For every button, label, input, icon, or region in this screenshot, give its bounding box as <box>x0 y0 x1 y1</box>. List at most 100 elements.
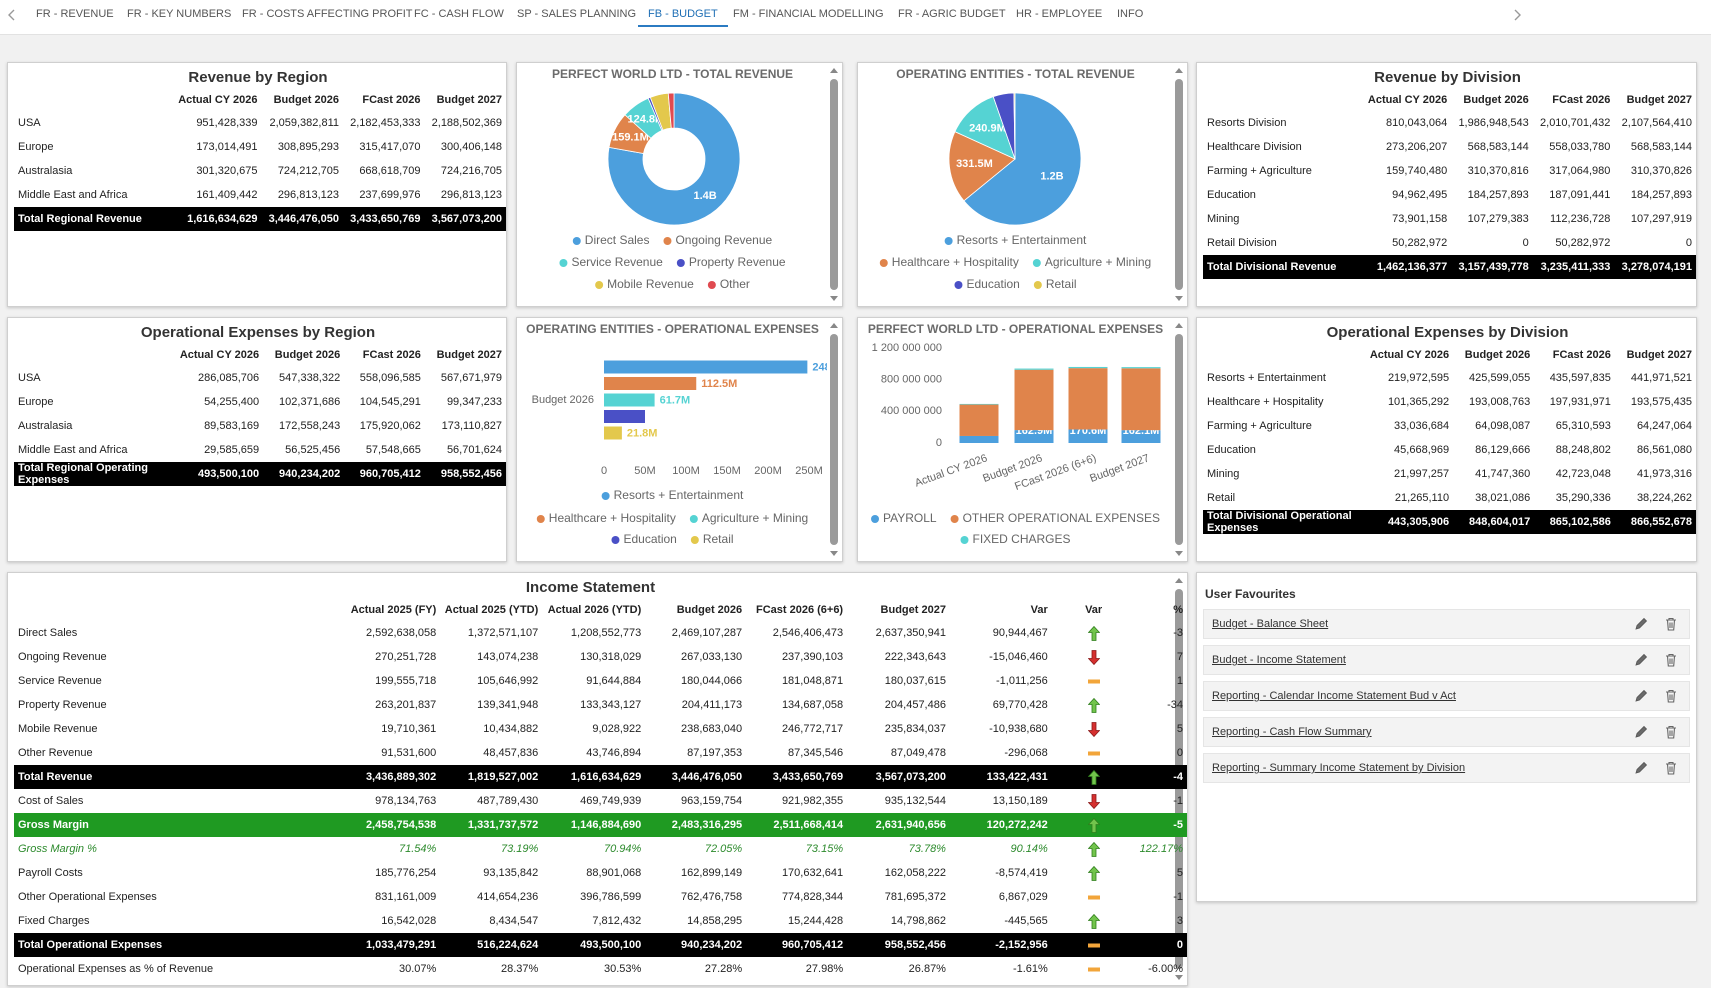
chart-title: OPERATING ENTITIES - TOTAL REVENUE <box>896 67 1134 81</box>
cell: Resorts Division <box>1207 117 1287 129</box>
pencil[interactable] <box>1635 725 1648 738</box>
tab[interactable]: FB - BUDGET <box>638 8 728 27</box>
cell: 724,212,705 <box>277 165 339 177</box>
favourite-link[interactable]: Reporting - Calendar Income Statement Bu… <box>1212 690 1456 702</box>
scroll-down[interactable] <box>1175 551 1183 556</box>
indicator-cell <box>1051 933 1136 957</box>
indicator-cell <box>1052 717 1136 741</box>
scroll-thumb[interactable] <box>1175 334 1183 545</box>
cell: 173,110,827 <box>441 420 502 432</box>
pencil[interactable] <box>1635 689 1648 702</box>
chart-title: PERFECT WORLD LTD - TOTAL REVENUE <box>552 67 793 81</box>
pencil[interactable] <box>1635 653 1648 666</box>
favourite-link[interactable]: Budget - Income Statement <box>1212 654 1346 666</box>
tab[interactable]: SP - SALES PLANNING <box>517 8 637 20</box>
tab[interactable]: FR - COSTS AFFECTING PROFIT <box>242 8 413 20</box>
indicator <box>1087 721 1101 737</box>
indicator <box>1087 967 1100 971</box>
indicator-cell <box>1052 621 1136 645</box>
edit-icon[interactable] <box>1633 688 1649 704</box>
scroll-thumb[interactable] <box>830 79 838 290</box>
scrollbar[interactable] <box>828 63 840 307</box>
legend-label: Healthcare + Hospitality <box>892 255 1019 269</box>
cell: 54,255,400 <box>204 396 260 408</box>
delete-icon[interactable] <box>1663 760 1679 776</box>
cell: 762,476,758 <box>680 891 743 903</box>
trash[interactable] <box>1666 761 1676 775</box>
indicator-cell <box>1052 909 1136 933</box>
trash[interactable] <box>1666 689 1676 703</box>
scrollbar[interactable] <box>1173 318 1185 562</box>
data-table: Actual CY 2026 Budget 2026 FCast 2026 Budge… <box>14 344 506 486</box>
tab[interactable]: FR - AGRIC BUDGET <box>898 8 1006 20</box>
cell: 1,033,479,291 <box>343 933 441 957</box>
scroll-up[interactable] <box>1175 578 1183 583</box>
delete-icon[interactable] <box>1663 688 1679 704</box>
delete-icon[interactable] <box>1663 724 1679 740</box>
cell: 93,135,842 <box>483 867 539 879</box>
tab[interactable]: FR - KEY NUMBERS <box>127 8 232 20</box>
slice-label: 331.5M <box>956 158 993 170</box>
trash[interactable] <box>1666 617 1676 631</box>
scroll-right[interactable] <box>1513 9 1521 21</box>
legend-marker <box>601 492 610 500</box>
trash[interactable] <box>1666 725 1676 739</box>
favourite-link[interactable]: Budget - Balance Sheet <box>1212 618 1329 630</box>
scroll-down[interactable] <box>830 296 838 301</box>
cell: 15,244,428 <box>788 915 844 927</box>
cell: 1,208,552,773 <box>570 627 642 639</box>
scroll-thumb[interactable] <box>1175 79 1183 290</box>
cell: Education <box>1207 189 1256 201</box>
pencil[interactable] <box>1635 761 1648 774</box>
tab[interactable]: FM - FINANCIAL MODELLING <box>733 8 884 20</box>
cell: Europe <box>18 141 54 153</box>
legend-marker <box>954 281 963 289</box>
indicator <box>1087 865 1101 881</box>
header-cell: FCast 2026 <box>362 349 421 361</box>
table-row: Education 45,668,969 86,129,666 88,248,802 8… <box>1203 438 1696 462</box>
favourites-panel: User Favourites Budget - Balance Sheet Bud… <box>1196 572 1697 902</box>
trash[interactable] <box>1666 653 1676 667</box>
scroll-down[interactable] <box>830 551 838 556</box>
favourite-link[interactable]: Reporting - Summary Income Statement by … <box>1212 762 1466 774</box>
legend-row: FIXED CHARGES <box>960 532 1071 546</box>
edit-icon[interactable] <box>1633 724 1649 740</box>
cell: 64,098,087 <box>1475 420 1531 432</box>
scroll-thumb[interactable] <box>830 334 838 545</box>
tab[interactable]: FR - REVENUE <box>36 8 114 20</box>
edit-icon[interactable] <box>1633 760 1649 776</box>
pencil[interactable] <box>1635 617 1648 630</box>
cell: 567,671,979 <box>440 372 502 384</box>
tab[interactable]: FC - CASH FLOW <box>414 8 504 20</box>
cell: 810,043,064 <box>1386 117 1448 129</box>
legend-marker <box>690 536 699 544</box>
cell: 9,028,922 <box>592 723 642 735</box>
scroll-up[interactable] <box>830 323 838 328</box>
tab[interactable]: HR - EMPLOYEE <box>1016 8 1103 20</box>
cell: -5 <box>1135 813 1187 837</box>
scrollbar[interactable] <box>1173 63 1185 307</box>
cell: 69,770,428 <box>992 699 1048 711</box>
scroll-up[interactable] <box>1175 68 1183 73</box>
legend-marker <box>871 515 880 523</box>
bar-segment <box>959 404 999 436</box>
delete-icon[interactable] <box>1663 652 1679 668</box>
edit-icon[interactable] <box>1633 652 1649 668</box>
scroll-up[interactable] <box>1175 323 1183 328</box>
favourite-link[interactable]: Reporting - Cash Flow Summary <box>1212 726 1372 738</box>
scrollbar[interactable] <box>828 318 840 562</box>
scroll-left[interactable] <box>8 9 16 21</box>
delete-icon[interactable] <box>1663 616 1679 632</box>
cell: Property Revenue <box>18 699 107 711</box>
tab[interactable]: INFO <box>1117 8 1144 20</box>
cell: 493,500,100 <box>175 462 264 486</box>
legend-marker <box>536 515 545 523</box>
scroll-down[interactable] <box>1175 975 1183 980</box>
scroll-up[interactable] <box>830 68 838 73</box>
table-panel: Operational Expenses by Region Actual CY … <box>7 317 507 562</box>
income-statement: Income Statement Actual 2025 (FY) Actual 2… <box>7 572 1188 986</box>
header-cell <box>14 89 174 111</box>
edit-icon[interactable] <box>1633 616 1649 632</box>
header-row: Actual CY 2026 Budget 2026 FCast 2026 Budge… <box>14 89 506 111</box>
scroll-down[interactable] <box>1175 296 1183 301</box>
